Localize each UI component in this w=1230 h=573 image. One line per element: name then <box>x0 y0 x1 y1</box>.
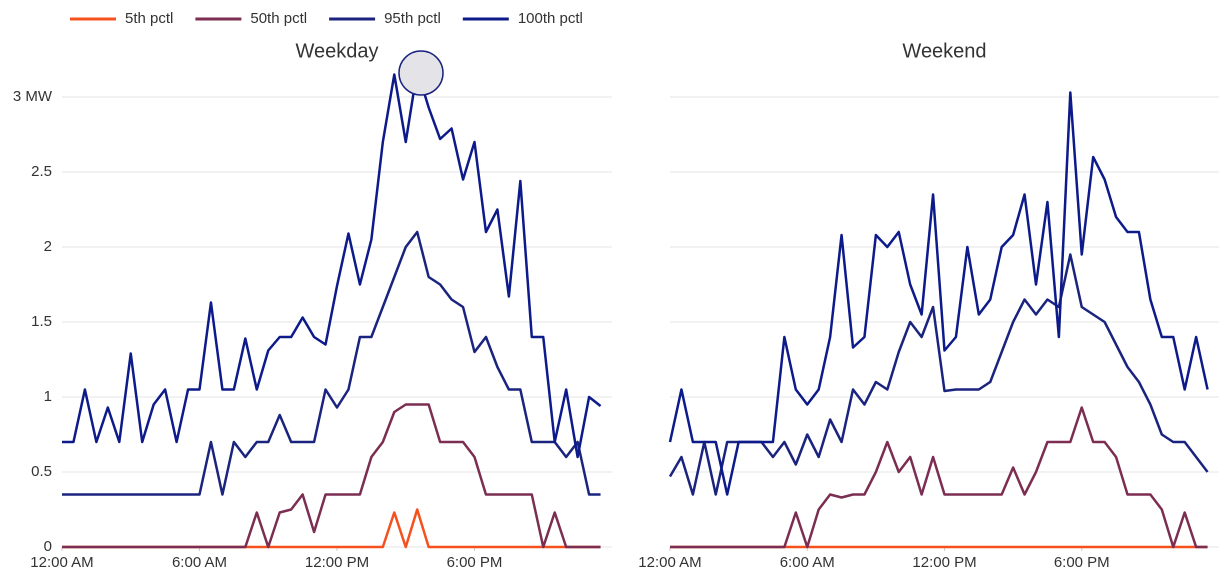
series-line <box>62 230 601 496</box>
y-tick-label: 1 <box>44 388 52 405</box>
x-tick-label: 6:00 PM <box>1054 554 1110 571</box>
legend-label: 100th pctl <box>518 10 583 27</box>
series-line <box>668 253 1209 496</box>
series-line <box>62 68 602 459</box>
series-line <box>670 406 1208 549</box>
legend-label: 50th pctl <box>250 10 307 27</box>
y-tick-label: 0.5 <box>31 463 52 480</box>
y-tick-label: 2.5 <box>31 163 52 180</box>
y-tick-label: 3 MW <box>13 88 53 105</box>
y-tick-label: 1.5 <box>31 313 52 330</box>
x-tick-label: 6:00 AM <box>780 554 835 571</box>
y-tick-label: 0 <box>44 538 52 555</box>
legend-label: 5th pctl <box>125 10 173 27</box>
x-tick-label: 12:00 PM <box>912 554 976 571</box>
y-tick-label: 2 <box>44 238 52 255</box>
series-line <box>62 508 601 549</box>
series-line <box>668 91 1209 496</box>
x-tick-label: 12:00 AM <box>638 554 701 571</box>
x-tick-label: 6:00 PM <box>447 554 503 571</box>
x-tick-label: 12:00 PM <box>305 554 369 571</box>
series-line <box>62 403 601 549</box>
x-tick-label: 12:00 AM <box>30 554 93 571</box>
chart-title: Weekend <box>902 40 986 62</box>
legend-label: 95th pctl <box>384 10 441 27</box>
x-tick-label: 6:00 AM <box>172 554 227 571</box>
chart-title: Weekday <box>295 40 378 62</box>
highlight-marker <box>398 50 444 96</box>
